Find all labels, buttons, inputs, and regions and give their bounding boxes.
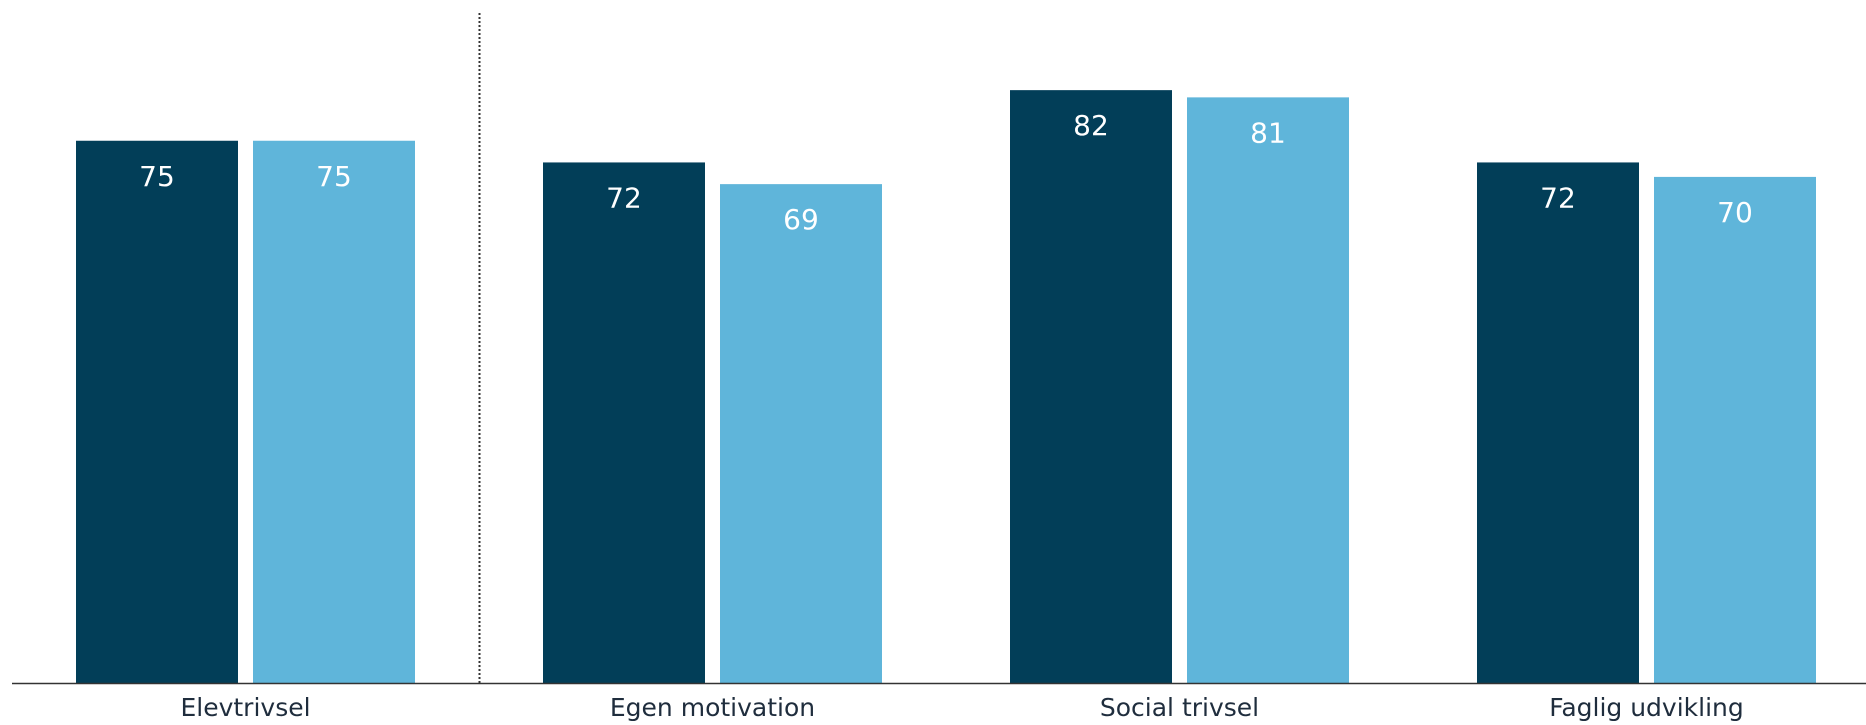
category-label-faglig-udvikling: Faglig udvikling — [1549, 693, 1744, 722]
category-label-social-trivsel: Social trivsel — [1100, 693, 1259, 722]
value-label-social-trivsel-series-2: 81 — [1250, 116, 1286, 149]
value-label-egen-motivation-series-2: 69 — [783, 203, 819, 236]
bar-faglig-udvikling-series-1 — [1477, 162, 1639, 683]
bar-elevtrivsel-series-2 — [253, 140, 415, 683]
bar-egen-motivation-series-2 — [720, 184, 882, 683]
value-label-faglig-udvikling-series-2: 70 — [1717, 196, 1753, 229]
value-label-elevtrivsel-series-1: 75 — [139, 160, 175, 193]
value-labels-group: 75 75 72 69 82 81 72 70 — [139, 109, 1753, 236]
value-label-egen-motivation-series-1: 72 — [606, 181, 642, 214]
value-label-elevtrivsel-series-2: 75 — [316, 160, 352, 193]
bar-egen-motivation-series-1 — [543, 162, 705, 683]
bar-social-trivsel-series-2 — [1187, 97, 1349, 684]
category-labels-group: Elevtrivsel Egen motivation Social trivsel… — [180, 693, 1743, 722]
category-label-elevtrivsel: Elevtrivsel — [180, 693, 310, 722]
value-label-faglig-udvikling-series-1: 72 — [1540, 181, 1576, 214]
bars-group — [76, 90, 1816, 684]
bar-faglig-udvikling-series-2 — [1654, 176, 1816, 683]
bar-elevtrivsel-series-1 — [76, 140, 238, 683]
value-label-social-trivsel-series-1: 82 — [1073, 109, 1109, 142]
bar-social-trivsel-series-1 — [1010, 90, 1172, 683]
category-label-egen-motivation: Egen motivation — [610, 693, 815, 722]
